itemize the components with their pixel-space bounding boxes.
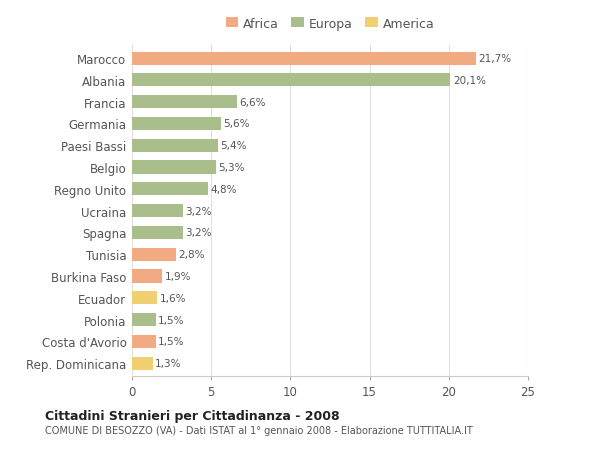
Bar xyxy=(132,140,218,152)
Text: 1,9%: 1,9% xyxy=(164,271,191,281)
Bar xyxy=(132,183,208,196)
Text: Cittadini Stranieri per Cittadinanza - 2008: Cittadini Stranieri per Cittadinanza - 2… xyxy=(45,409,340,422)
Text: 6,6%: 6,6% xyxy=(239,97,265,107)
Legend: Africa, Europa, America: Africa, Europa, America xyxy=(221,12,439,35)
Bar xyxy=(132,335,156,348)
Bar xyxy=(132,248,176,261)
Bar xyxy=(132,205,182,218)
Bar xyxy=(132,291,157,305)
Text: 5,6%: 5,6% xyxy=(223,119,250,129)
Text: 5,3%: 5,3% xyxy=(218,162,245,173)
Text: 1,3%: 1,3% xyxy=(155,358,181,368)
Text: 21,7%: 21,7% xyxy=(478,54,511,64)
Text: COMUNE DI BESOZZO (VA) - Dati ISTAT al 1° gennaio 2008 - Elaborazione TUTTITALIA: COMUNE DI BESOZZO (VA) - Dati ISTAT al 1… xyxy=(45,425,473,435)
Text: 1,5%: 1,5% xyxy=(158,336,185,347)
Text: 3,2%: 3,2% xyxy=(185,206,212,216)
Bar xyxy=(132,357,152,370)
Bar xyxy=(132,161,216,174)
Text: 1,6%: 1,6% xyxy=(160,293,186,303)
Text: 1,5%: 1,5% xyxy=(158,315,185,325)
Text: 4,8%: 4,8% xyxy=(211,185,237,195)
Bar xyxy=(132,74,451,87)
Text: 3,2%: 3,2% xyxy=(185,228,212,238)
Bar xyxy=(132,313,156,326)
Bar xyxy=(132,118,221,131)
Bar xyxy=(132,96,236,109)
Text: 5,4%: 5,4% xyxy=(220,141,247,151)
Text: 20,1%: 20,1% xyxy=(453,76,486,86)
Bar xyxy=(132,52,476,66)
Bar xyxy=(132,226,182,240)
Text: 2,8%: 2,8% xyxy=(179,250,205,260)
Bar xyxy=(132,270,162,283)
